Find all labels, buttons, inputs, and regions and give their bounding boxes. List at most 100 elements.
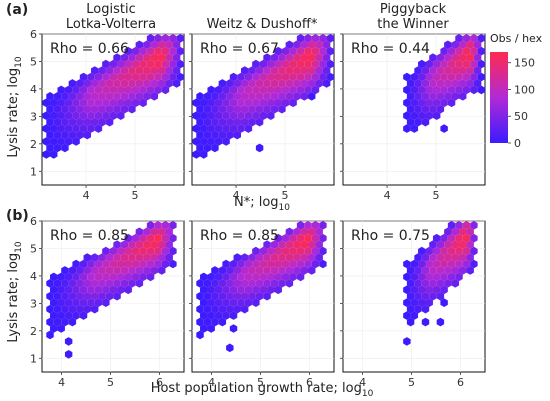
hex-bin — [150, 266, 159, 275]
hex-bin — [403, 124, 411, 133]
hex-bin — [285, 79, 294, 88]
hex-bin — [94, 298, 103, 307]
hex-bin — [196, 117, 204, 127]
hex-bin — [57, 137, 65, 146]
hex-bin — [68, 304, 77, 314]
hex-bin — [83, 117, 91, 127]
hex-bin — [240, 266, 249, 275]
hex-bin — [154, 85, 162, 95]
hex-bin — [270, 92, 279, 101]
hex-bin — [477, 46, 486, 56]
hex-bin — [459, 92, 467, 101]
hex-bin — [414, 253, 422, 262]
hex-bin — [278, 53, 286, 62]
hex-bin — [161, 59, 170, 69]
hex-bin — [105, 66, 114, 75]
hex-bin — [165, 253, 173, 262]
hex-bin — [403, 111, 411, 120]
hex-bin — [161, 34, 170, 43]
hex-bin — [131, 46, 140, 56]
hex-bin — [196, 104, 204, 114]
hex-bin — [50, 311, 58, 320]
hex-bin — [440, 59, 448, 69]
col-title-2: Weitz & Dushoff* — [207, 17, 318, 32]
hex-bin — [161, 72, 170, 82]
hex-bin — [218, 104, 227, 114]
hex-bin — [154, 72, 162, 82]
hex-bin — [146, 246, 155, 256]
hex-bin — [53, 143, 62, 153]
hex-bin — [120, 104, 129, 114]
hex-bin — [50, 285, 58, 295]
y-axis-label-row-a: Lysis rate; log10 — [6, 56, 24, 158]
hex-bin — [414, 291, 422, 301]
hex-bin — [237, 259, 245, 269]
y-tick-label: 6 — [30, 215, 37, 228]
hex-bin — [470, 59, 478, 69]
hex-bin — [270, 279, 279, 288]
hex-bin — [222, 285, 230, 295]
hex-bin — [304, 233, 312, 243]
x-tick-label: 5 — [408, 376, 415, 389]
hex-bin — [326, 46, 335, 56]
rho-annotation: Rho = 0.75 — [351, 228, 430, 244]
hex-bin — [263, 266, 271, 275]
hex-bin — [124, 59, 132, 69]
hex-bin — [196, 279, 204, 288]
hex-bin — [222, 272, 230, 282]
hex-bin — [444, 79, 452, 88]
hex-bin — [455, 34, 463, 43]
hex-bin — [289, 98, 297, 108]
hex-bin — [418, 98, 426, 108]
hex-bin — [410, 124, 419, 133]
hex-bin — [319, 59, 327, 69]
hex-bin — [459, 53, 467, 62]
hex-bin — [410, 259, 419, 269]
hex-bin — [83, 104, 91, 114]
hex-bin — [53, 130, 62, 140]
panel-b-2: 4 5 6 Rho = 0.85 — [189, 220, 335, 389]
hex-bin — [470, 46, 478, 56]
hex-bin — [440, 285, 448, 295]
hex-bin — [222, 298, 230, 307]
hex-bin — [146, 85, 155, 95]
hex-bin — [176, 72, 185, 82]
hex-bin — [46, 279, 54, 288]
hex-bin — [410, 72, 419, 82]
hex-bin — [296, 259, 305, 269]
hex-bin — [418, 72, 426, 82]
hex-bin — [274, 246, 282, 256]
hex-bin — [57, 124, 65, 133]
hex-bin — [274, 98, 282, 108]
hex-bin — [300, 79, 309, 88]
hex-bin — [120, 66, 129, 75]
hex-bin — [296, 85, 305, 95]
hex-bin — [281, 98, 290, 108]
hex-bin — [214, 272, 223, 282]
hex-bin — [218, 279, 227, 288]
hex-bin — [72, 285, 80, 295]
hex-bin — [98, 92, 106, 101]
hex-bin — [300, 66, 309, 75]
hex-bin — [207, 85, 215, 95]
hex-bin — [192, 124, 201, 133]
hex-bin — [64, 350, 73, 359]
hex-bin — [154, 46, 162, 56]
hex-bin — [278, 66, 286, 75]
hex-bin — [64, 298, 73, 307]
hex-bin — [315, 240, 323, 249]
hex-bin — [311, 34, 320, 43]
hex-bin — [267, 59, 275, 69]
hex-bin — [432, 59, 441, 69]
hex-bin — [143, 53, 151, 62]
hex-bin — [308, 66, 316, 75]
hex-bin — [473, 66, 482, 75]
hex-bin — [117, 272, 125, 282]
hex-bin — [131, 233, 140, 243]
hex-bin — [270, 253, 279, 262]
hex-bin — [109, 85, 118, 95]
hex-bin — [418, 298, 426, 307]
hex-bin — [244, 111, 253, 120]
hex-bin — [68, 317, 77, 327]
hex-bin — [447, 98, 456, 108]
